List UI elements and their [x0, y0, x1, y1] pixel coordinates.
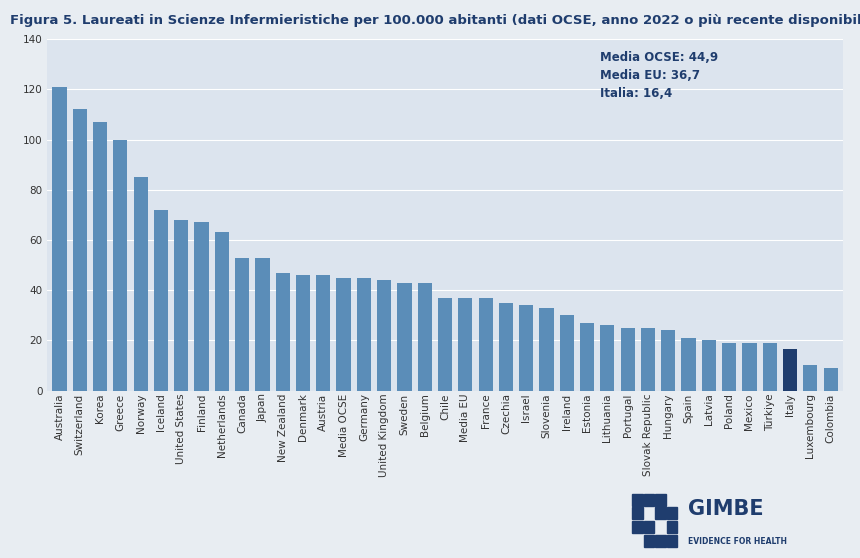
Text: GIMBE: GIMBE — [688, 499, 764, 519]
Bar — [418, 282, 432, 391]
Bar — [174, 220, 188, 391]
Bar — [666, 535, 678, 547]
Bar — [643, 494, 654, 506]
Bar — [661, 330, 675, 391]
Bar — [215, 233, 229, 391]
Bar — [377, 280, 391, 391]
Bar — [458, 299, 472, 391]
Bar — [643, 521, 654, 533]
Bar — [316, 275, 330, 391]
Bar — [114, 140, 127, 391]
Bar — [824, 368, 838, 391]
Bar — [641, 328, 655, 391]
Bar — [666, 521, 678, 533]
Bar — [52, 86, 66, 391]
Bar — [632, 507, 642, 519]
Bar — [194, 223, 209, 391]
Bar — [438, 298, 452, 391]
Bar — [632, 494, 642, 506]
Bar — [803, 365, 818, 391]
Bar — [655, 507, 666, 519]
Bar — [643, 535, 654, 547]
Bar — [296, 275, 310, 391]
Bar — [580, 323, 594, 391]
Bar — [655, 494, 666, 506]
Bar — [763, 343, 777, 391]
Bar — [621, 328, 635, 391]
Bar — [133, 177, 148, 391]
Bar — [539, 308, 554, 391]
Bar — [600, 325, 615, 391]
Bar — [154, 210, 168, 391]
Bar — [702, 340, 716, 391]
Bar — [681, 338, 696, 391]
Bar — [722, 343, 736, 391]
Bar — [519, 305, 533, 391]
Bar — [655, 535, 666, 547]
Text: Figura 5. Laureati in Scienze Infermieristiche per 100.000 abitanti (dati OCSE, : Figura 5. Laureati in Scienze Infermieri… — [10, 14, 860, 27]
Bar — [235, 258, 249, 391]
Bar — [499, 302, 513, 391]
Bar — [93, 122, 108, 391]
Text: EVIDENCE FOR HEALTH: EVIDENCE FOR HEALTH — [688, 537, 787, 546]
Bar — [632, 521, 642, 533]
Bar — [72, 109, 87, 391]
Bar — [275, 273, 290, 391]
Bar — [478, 298, 493, 391]
Bar — [397, 282, 412, 391]
Bar — [336, 278, 351, 391]
Bar — [666, 507, 678, 519]
Bar — [783, 349, 797, 391]
Bar — [560, 315, 574, 391]
Bar — [742, 343, 757, 391]
Bar — [255, 258, 269, 391]
Text: Media OCSE: 44,9
Media EU: 36,7
Italia: 16,4: Media OCSE: 44,9 Media EU: 36,7 Italia: … — [600, 51, 718, 100]
Bar — [357, 278, 371, 391]
